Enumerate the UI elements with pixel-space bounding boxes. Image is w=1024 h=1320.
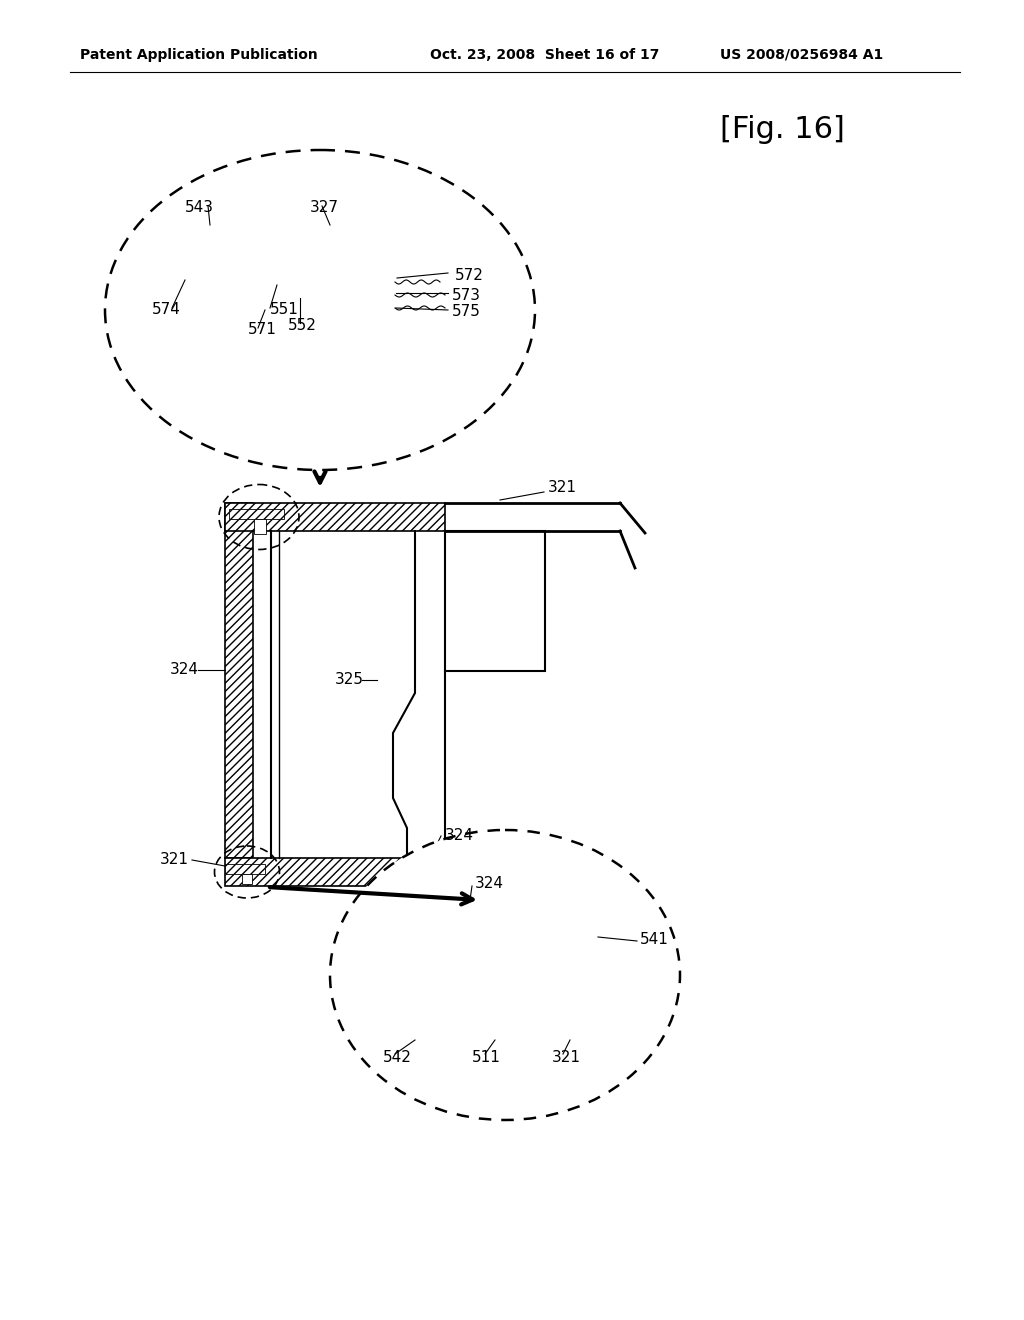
Text: 552: 552 bbox=[288, 318, 316, 333]
Text: 327: 327 bbox=[310, 201, 339, 215]
Text: 324: 324 bbox=[475, 875, 504, 891]
Bar bbox=[229, 510, 284, 519]
Bar bbox=[285, 279, 292, 298]
Text: 543: 543 bbox=[185, 201, 214, 215]
Text: Oct. 23, 2008  Sheet 16 of 17: Oct. 23, 2008 Sheet 16 of 17 bbox=[430, 48, 659, 62]
Text: 551: 551 bbox=[270, 302, 299, 318]
Bar bbox=[185, 215, 455, 223]
Text: 541: 541 bbox=[640, 932, 669, 948]
Bar bbox=[406, 898, 605, 931]
Bar bbox=[538, 931, 605, 960]
Bar bbox=[255, 268, 273, 290]
Text: 542: 542 bbox=[383, 1051, 412, 1065]
Text: US 2008/0256984 A1: US 2008/0256984 A1 bbox=[720, 48, 884, 62]
Bar bbox=[315, 330, 385, 338]
Bar bbox=[406, 898, 605, 902]
Text: 324: 324 bbox=[170, 663, 199, 677]
Bar bbox=[185, 253, 455, 260]
Bar bbox=[242, 874, 252, 884]
Text: 324: 324 bbox=[445, 829, 474, 843]
Bar bbox=[406, 960, 605, 966]
Bar bbox=[225, 865, 265, 874]
Bar bbox=[473, 931, 538, 960]
Text: Patent Application Publication: Patent Application Publication bbox=[80, 48, 317, 62]
Bar bbox=[225, 503, 253, 858]
Text: 325: 325 bbox=[335, 672, 364, 688]
Text: 571: 571 bbox=[248, 322, 276, 338]
Bar bbox=[406, 931, 473, 960]
Bar bbox=[273, 260, 283, 292]
Bar bbox=[215, 271, 230, 282]
Text: 321: 321 bbox=[160, 853, 189, 867]
Bar bbox=[538, 966, 605, 986]
Bar bbox=[445, 531, 545, 671]
Bar bbox=[215, 260, 234, 271]
Bar bbox=[185, 260, 215, 282]
Ellipse shape bbox=[330, 830, 680, 1119]
Bar bbox=[385, 230, 397, 330]
Bar bbox=[485, 960, 527, 979]
Text: 574: 574 bbox=[152, 302, 181, 318]
Text: [Fig. 16]: [Fig. 16] bbox=[720, 116, 845, 144]
Ellipse shape bbox=[105, 150, 535, 470]
Text: 511: 511 bbox=[472, 1051, 501, 1065]
Bar bbox=[254, 519, 266, 535]
Text: 575: 575 bbox=[452, 305, 481, 319]
Bar bbox=[345, 272, 370, 290]
Bar bbox=[185, 223, 455, 253]
Bar bbox=[315, 260, 385, 302]
Text: 321: 321 bbox=[548, 480, 577, 495]
Text: 321: 321 bbox=[552, 1051, 581, 1065]
Bar bbox=[290, 279, 310, 298]
Bar bbox=[315, 302, 385, 330]
Bar bbox=[225, 503, 445, 531]
Bar bbox=[255, 279, 265, 290]
Bar bbox=[225, 858, 475, 886]
Text: 573: 573 bbox=[452, 288, 481, 302]
Bar bbox=[406, 966, 473, 986]
Bar bbox=[315, 260, 385, 302]
Bar bbox=[185, 260, 215, 282]
Text: 572: 572 bbox=[455, 268, 484, 282]
